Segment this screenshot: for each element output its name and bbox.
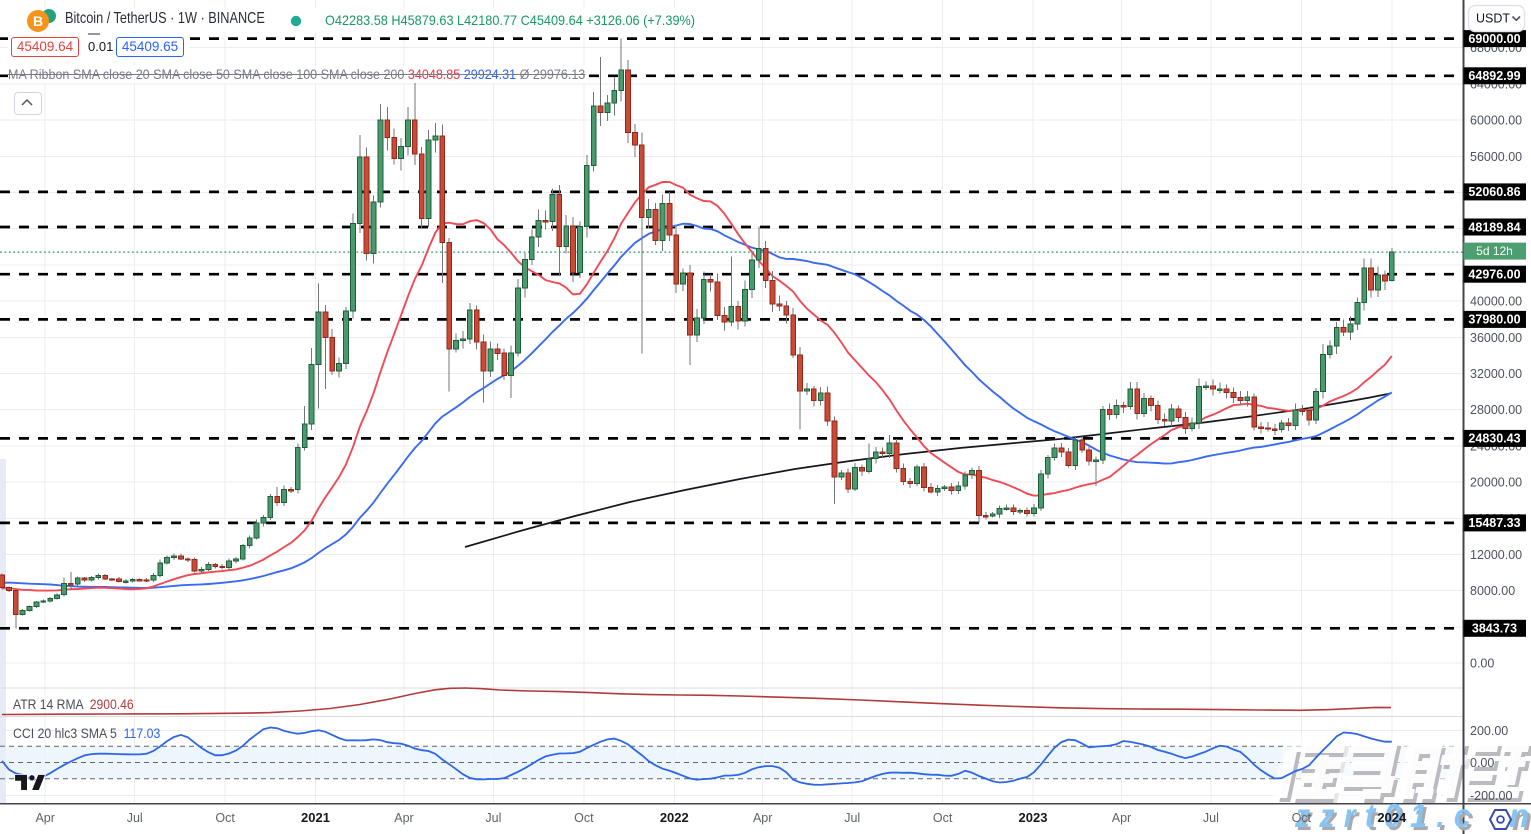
svg-text:20000.00: 20000.00 [1470, 476, 1522, 490]
svg-text:Oct: Oct [574, 811, 594, 825]
svg-text:64892.99: 64892.99 [1468, 69, 1520, 83]
svg-text:2022: 2022 [660, 810, 689, 825]
svg-text:Apr: Apr [35, 811, 54, 825]
svg-text:Oct: Oct [933, 811, 953, 825]
svg-text:2024: 2024 [1377, 810, 1407, 825]
svg-text:15487.33: 15487.33 [1468, 516, 1520, 530]
svg-text:Jul: Jul [1203, 811, 1219, 825]
svg-text:Jul: Jul [485, 811, 501, 825]
svg-text:Jul: Jul [127, 811, 143, 825]
svg-text:24830.43: 24830.43 [1468, 432, 1520, 446]
svg-text:36000.00: 36000.00 [1470, 331, 1522, 345]
svg-text:-200.00: -200.00 [1470, 789, 1512, 803]
svg-text:200.00: 200.00 [1470, 724, 1508, 738]
svg-text:nn: nn [1509, 797, 1531, 834]
svg-text:zzrt01.c: zzrt01.c [1294, 797, 1480, 834]
svg-text:37980.00: 37980.00 [1468, 313, 1520, 327]
svg-text:69000.00: 69000.00 [1468, 32, 1520, 46]
svg-text:2021: 2021 [301, 810, 330, 825]
svg-text:28000.00: 28000.00 [1470, 403, 1522, 417]
svg-text:52060.86: 52060.86 [1468, 185, 1520, 199]
svg-text:42976.00: 42976.00 [1468, 268, 1520, 282]
svg-text:0.00: 0.00 [1470, 657, 1494, 671]
svg-text:5d 12h: 5d 12h [1476, 244, 1513, 258]
svg-text:B: B [33, 13, 43, 29]
svg-text:32000.00: 32000.00 [1470, 367, 1522, 381]
svg-text:Jul: Jul [844, 811, 860, 825]
svg-text:USDT: USDT [1476, 12, 1510, 26]
svg-text:60000.00: 60000.00 [1470, 114, 1522, 128]
svg-text:Apr: Apr [394, 811, 413, 825]
svg-text:zzrt01.c: zzrt01.c [1297, 800, 1483, 834]
svg-text:Oct: Oct [1292, 811, 1312, 825]
svg-text:2023: 2023 [1019, 810, 1048, 825]
svg-text:56000.00: 56000.00 [1470, 150, 1522, 164]
svg-text:Oct: Oct [215, 811, 235, 825]
svg-text:12000.00: 12000.00 [1470, 548, 1522, 562]
svg-text:48189.84: 48189.84 [1468, 220, 1520, 234]
svg-text:Apr: Apr [753, 811, 772, 825]
svg-text:3843.73: 3843.73 [1472, 622, 1517, 636]
svg-text:40000.00: 40000.00 [1470, 295, 1522, 309]
svg-text:8000.00: 8000.00 [1470, 584, 1515, 598]
svg-text:0.00: 0.00 [1470, 756, 1494, 770]
svg-text:Apr: Apr [1112, 811, 1131, 825]
